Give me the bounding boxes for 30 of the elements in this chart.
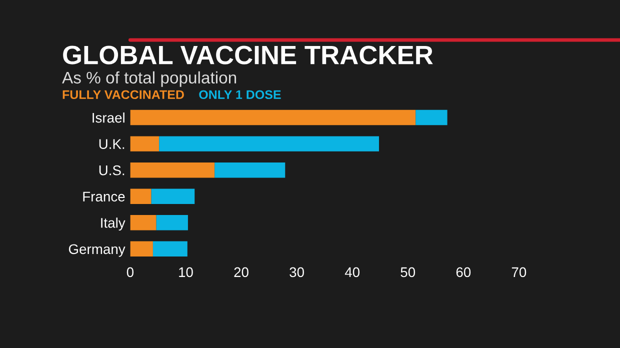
bar — [416, 110, 448, 126]
bar — [159, 136, 379, 152]
x-tick-label: 50 — [400, 267, 416, 278]
x-tick-label: 10 — [179, 267, 193, 278]
bar — [130, 241, 153, 257]
bar — [130, 110, 416, 126]
x-tick-label: 70 — [512, 267, 526, 278]
text: ONLY 1 DOSE — [199, 90, 281, 100]
y-tick-label: France — [83, 192, 125, 202]
x-tick-label: 40 — [344, 267, 360, 278]
bar — [130, 188, 152, 204]
x-tick-label: 60 — [456, 267, 471, 278]
bar — [214, 162, 286, 178]
y-tick-label: Germany — [68, 244, 126, 257]
chart-subtitle: As % of total population — [62, 71, 236, 87]
y-tick-label: Italy — [101, 218, 126, 231]
bar — [130, 136, 160, 152]
bar — [152, 241, 188, 257]
x-tick-label: 0 — [126, 267, 134, 278]
bar — [151, 188, 195, 204]
x-tick-label: 30 — [290, 267, 304, 278]
bar — [156, 215, 188, 230]
bar — [130, 215, 156, 230]
y-tick-label: U.K. — [99, 139, 124, 149]
x-tick-label: 20 — [234, 267, 248, 278]
y-tick-label: Israel — [92, 112, 124, 123]
bar — [130, 162, 215, 178]
chart-title: GLOBAL VACCINE TRACKER — [63, 46, 433, 64]
series-label: FULLY VACCINATED — [62, 90, 184, 100]
y-tick-label: U.S. — [99, 165, 124, 176]
